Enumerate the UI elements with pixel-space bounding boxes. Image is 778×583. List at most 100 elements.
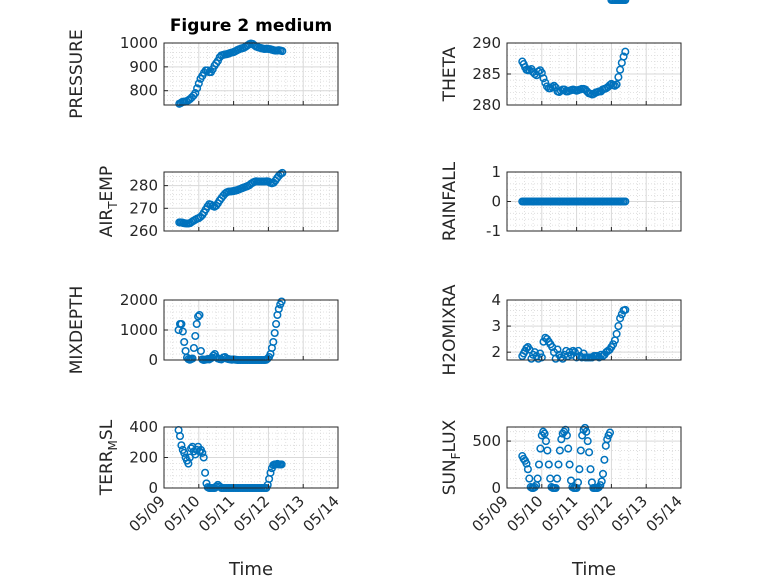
y-tick-label: 1 [491, 163, 501, 181]
data-point [566, 476, 576, 485]
data-point [582, 427, 591, 436]
x-tick-label: 05/10 [160, 492, 203, 535]
data-point [610, 81, 619, 90]
data-point [266, 468, 275, 477]
data-point [537, 353, 546, 362]
data-point [192, 319, 201, 329]
x-tick-label: 05/12 [573, 492, 616, 535]
y-tick-label: 2 [491, 343, 501, 361]
y-tick-label: 800 [129, 82, 158, 100]
y-tick-label: 0 [491, 193, 501, 211]
data-point [177, 319, 186, 329]
data-point [596, 481, 605, 490]
y-axis-label-rainfall: RAINFALL [440, 161, 460, 241]
figure-title: Figure 2 medium [170, 16, 332, 36]
data-point [616, 314, 625, 323]
data-point [601, 441, 610, 450]
data-point [278, 47, 287, 56]
y-tick-label: 400 [129, 418, 158, 436]
data-point [180, 337, 189, 347]
data-point [621, 47, 630, 56]
data-point [605, 428, 615, 437]
data-point [180, 448, 189, 457]
data-point [277, 460, 286, 469]
series-rainfall [518, 197, 630, 206]
data-point [277, 297, 286, 306]
data-point [530, 483, 539, 492]
x-tick-label: 05/13 [265, 492, 308, 535]
data-point [543, 446, 552, 455]
data-point [199, 453, 208, 462]
subplot-rainfall: -1 0 1 RAINFALL [440, 161, 682, 241]
data-point [609, 340, 618, 349]
axes-box [506, 299, 682, 361]
data-point [553, 345, 562, 354]
data-point [544, 460, 553, 469]
x-axis-label-right: Time [571, 559, 616, 580]
x-tick-label: 05/09 [469, 492, 512, 535]
data-point [621, 197, 630, 206]
data-point [175, 432, 185, 441]
data-point [272, 319, 281, 329]
data-point [536, 349, 545, 358]
y-axis-label-terr-msl: TERRMSL [97, 419, 120, 496]
series-theta [518, 47, 630, 99]
y-tick-label: 285 [472, 65, 501, 83]
data-point [201, 468, 210, 477]
data-point [580, 423, 590, 432]
y-axis-label-air-temp: AIRTEMP [97, 166, 120, 237]
y-tick-label: 0 [491, 479, 501, 497]
data-point [523, 465, 532, 474]
axes-box [163, 42, 339, 106]
data-point [536, 444, 545, 453]
y-axis-label-mixdepth: MIXDEPTH [67, 286, 87, 375]
data-point [191, 331, 200, 341]
data-point [195, 310, 204, 320]
data-point [621, 305, 630, 314]
y-tick-label: 2000 [120, 291, 158, 309]
data-point [549, 81, 559, 90]
data-point [575, 465, 584, 474]
y-tick-label: 4 [491, 291, 501, 309]
data-point [598, 469, 608, 478]
data-point [533, 474, 542, 483]
y-tick-label: 280 [472, 96, 501, 114]
data-point [194, 79, 203, 88]
data-point [534, 460, 544, 469]
y-tick-label: 900 [129, 58, 158, 76]
data-point [612, 80, 621, 89]
data-point [586, 465, 595, 474]
data-point [270, 328, 279, 338]
x-axis-label-left: Time [228, 559, 273, 580]
x-tick-label: 05/13 [608, 492, 651, 535]
data-point [569, 346, 578, 355]
data-point [621, 0, 630, 5]
y-tick-label: 1000 [120, 34, 158, 52]
subplot-air-temp: 260 270 280 AIRTEMP [97, 166, 339, 240]
series-h2omixra [518, 305, 630, 363]
data-point [553, 474, 562, 483]
y-axis-label-sun-flux: SUNFLUX [440, 419, 463, 495]
y-tick-label: 290 [472, 34, 501, 52]
y-tick-label: 260 [129, 222, 158, 240]
data-point [614, 322, 623, 331]
data-point [188, 354, 197, 363]
y-tick-label: 0 [148, 351, 158, 369]
x-tick-label: 05/09 [126, 492, 169, 535]
y-tick-label: 280 [129, 177, 158, 195]
data-point [614, 73, 623, 82]
data-point [278, 168, 287, 177]
data-point [583, 437, 592, 446]
data-point [539, 427, 548, 436]
y-tick-label: 0 [148, 479, 158, 497]
x-tick-label: 05/11 [195, 492, 238, 535]
data-point [585, 448, 594, 457]
data-point [189, 343, 198, 353]
x-tick-label: 05/14 [643, 492, 686, 535]
data-point [194, 312, 203, 321]
data-point [178, 327, 187, 336]
series-air-temp [175, 168, 287, 228]
data-point [177, 441, 186, 450]
